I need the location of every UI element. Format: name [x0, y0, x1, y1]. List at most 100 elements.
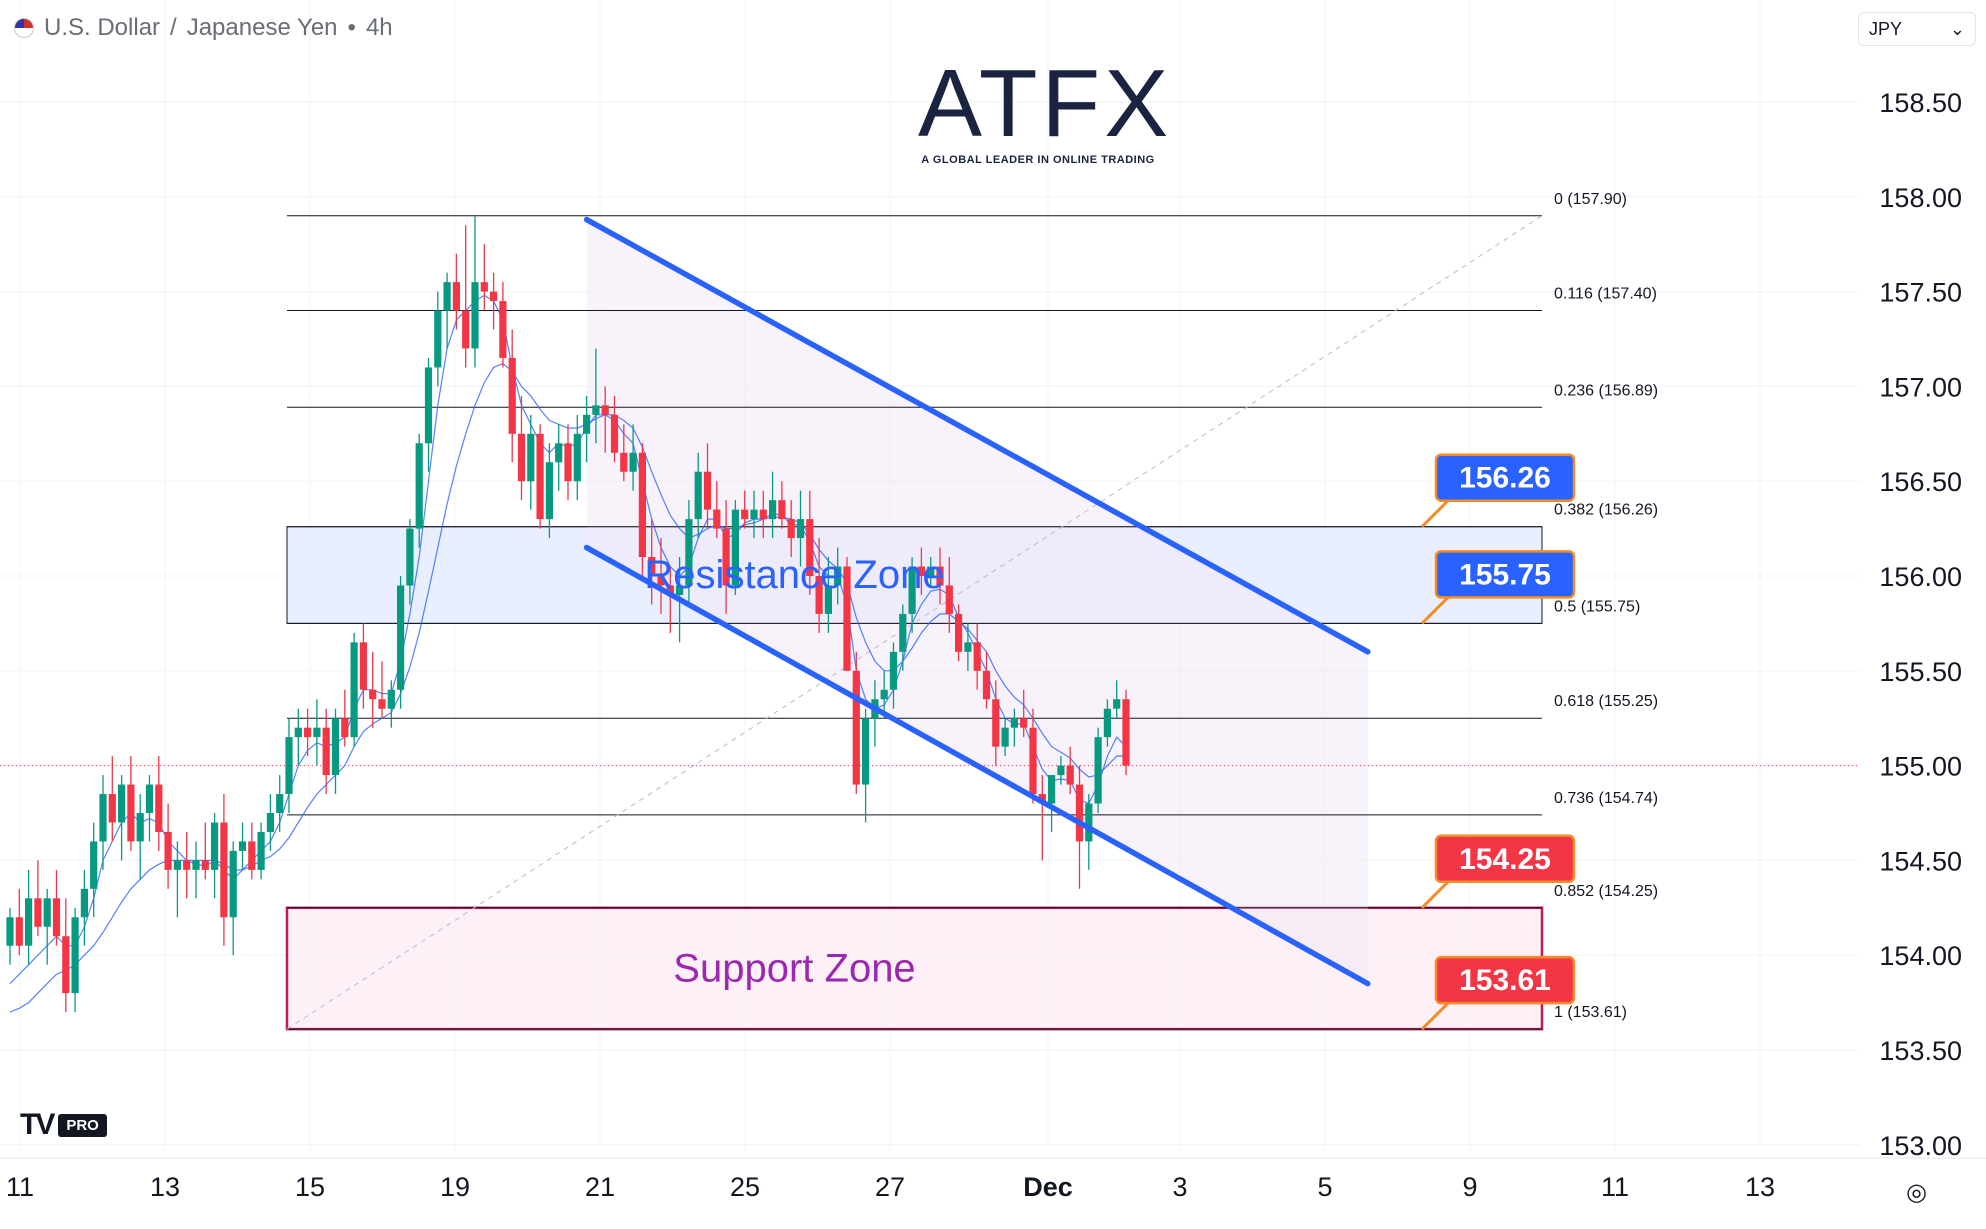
fib-label-0.382: 0.382 (156.26) [1554, 502, 1658, 519]
candle-body [694, 471, 702, 520]
candle-body [304, 727, 312, 738]
x-tick-label: 9 [1462, 1172, 1477, 1202]
candle-body [583, 414, 591, 434]
logo-tagline: A GLOBAL LEADER IN ONLINE TRADING [921, 154, 1155, 166]
us-flag-icon [14, 18, 34, 38]
candle-body [555, 443, 563, 463]
currency-select[interactable]: JPY ⌄ [1858, 12, 1976, 46]
callout-pointer [1420, 499, 1450, 528]
candle-body [992, 699, 1000, 747]
candle-body [666, 585, 674, 595]
candle-body [852, 670, 860, 785]
fib-label-0.852: 0.852 (154.25) [1554, 883, 1658, 900]
candle-body [982, 670, 991, 700]
x-tick-label: 27 [875, 1172, 905, 1202]
candle-body [1048, 775, 1056, 804]
candle-body [1029, 727, 1037, 795]
candle-body [443, 282, 451, 311]
symbol-name: U.S. Dollar [44, 14, 161, 41]
candle-body [192, 860, 200, 870]
candle-body [527, 433, 535, 482]
candle-body [1075, 784, 1084, 842]
x-tick-label: 25 [730, 1172, 760, 1202]
candle-body [834, 566, 842, 586]
fib-label-0: 0 (157.90) [1554, 191, 1627, 208]
channel-upper-line [583, 216, 1371, 655]
fib-label-0.116: 0.116 (157.40) [1554, 286, 1657, 303]
candle-body [1057, 765, 1065, 776]
candle-body [285, 737, 293, 795]
candle-body [52, 898, 61, 937]
price-callout-label: 154.25 [1459, 843, 1551, 876]
candle-body [1038, 794, 1046, 804]
candle-body [703, 471, 712, 510]
y-tick-label: 154.00 [1879, 941, 1962, 971]
fib-label-0.5: 0.5 (155.75) [1554, 598, 1640, 615]
candle-body [955, 613, 963, 652]
y-tick-label: 156.50 [1879, 467, 1962, 497]
symbol-header[interactable]: U.S. Dollar / Japanese Yen • 4h [14, 12, 393, 44]
candle-body [741, 509, 749, 520]
candle-body [1085, 803, 1093, 842]
candle-body [750, 509, 758, 520]
tradingview-badge[interactable]: TV PRO [20, 1108, 107, 1142]
candle-body [471, 282, 479, 349]
candle-body [415, 443, 423, 529]
fib-label-0.236: 0.236 (156.89) [1554, 382, 1658, 399]
candle-body [331, 718, 340, 776]
support-zone-label: Support Zone [673, 946, 915, 990]
tradingview-logo-icon: TV [20, 1108, 55, 1141]
interval-label[interactable]: 4h [365, 14, 393, 41]
callout-pointer [1420, 596, 1450, 625]
candle-body [722, 528, 730, 586]
settings-icon[interactable]: ◎ [1906, 1179, 1927, 1206]
x-tick-label: 15 [295, 1172, 325, 1202]
candle-body [1122, 699, 1130, 766]
callout-pointer [1420, 1002, 1450, 1031]
candle-body [778, 500, 786, 520]
currency-value: JPY [1869, 18, 1903, 39]
candle-body [90, 841, 98, 889]
y-tick-label: 156.00 [1879, 562, 1962, 592]
candle-body [108, 794, 116, 823]
candle-body [480, 282, 488, 292]
y-tick-label: 153.00 [1879, 1131, 1962, 1161]
candle-body [220, 822, 228, 918]
price-callout-label: 156.26 [1459, 462, 1551, 495]
x-tick-label: Dec [1023, 1172, 1073, 1202]
candle-body [359, 642, 367, 690]
candle-body [787, 519, 795, 539]
candle-body [397, 585, 405, 690]
price-callout-label: 153.61 [1459, 964, 1551, 997]
y-tick-label: 155.50 [1879, 657, 1962, 687]
candle-body [341, 718, 349, 738]
fib-label-1: 1 (153.61) [1554, 1004, 1627, 1021]
candle-body [201, 860, 209, 870]
candle-body [824, 585, 832, 614]
candle-body [1010, 718, 1018, 728]
candle-body [1066, 765, 1074, 785]
symbol-separator: / [170, 14, 177, 41]
candle-body [1094, 737, 1102, 804]
candle-body [211, 822, 219, 870]
candle-body [899, 613, 907, 652]
candle-body [1001, 727, 1009, 747]
candle-body [229, 850, 237, 918]
candle-body [34, 898, 42, 927]
channel-fill [586, 219, 1368, 984]
candle-body [369, 689, 377, 700]
candle-body [1113, 699, 1121, 709]
candle-body [592, 405, 600, 415]
candle-body [731, 509, 739, 586]
x-tick-label: 13 [150, 1172, 180, 1202]
candle-body [80, 888, 88, 918]
y-tick-label: 155.00 [1879, 752, 1962, 782]
chevron-down-icon: ⌄ [1949, 18, 1965, 39]
x-tick-label: 11 [1601, 1172, 1629, 1202]
candle-body [936, 566, 944, 586]
candle-body [257, 831, 265, 870]
candle-body [434, 310, 442, 368]
candle-body [406, 528, 414, 586]
